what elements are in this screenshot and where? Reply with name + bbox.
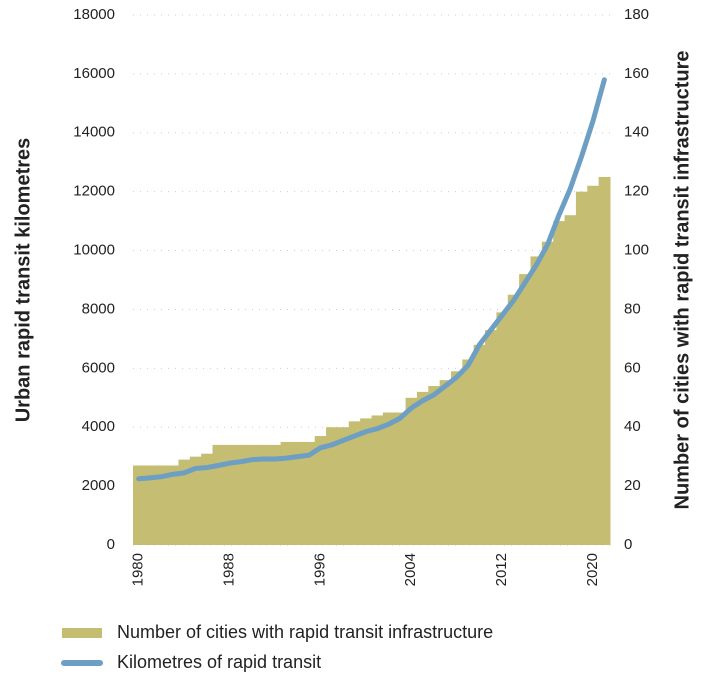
x-tick-label: 2020	[584, 553, 601, 586]
bar	[189, 456, 202, 545]
bar	[337, 427, 350, 545]
bar	[201, 453, 213, 545]
bar	[519, 274, 531, 545]
bar	[553, 221, 566, 545]
bar	[360, 418, 372, 545]
x-tick-label: 2004	[402, 553, 419, 586]
bar	[394, 412, 407, 545]
bar	[575, 191, 588, 545]
bar	[292, 441, 304, 545]
y-tick-label: 16000	[73, 65, 115, 82]
bar	[496, 312, 509, 545]
bar	[155, 465, 168, 545]
y-tick-label: 0	[107, 536, 115, 553]
y2-tick-label: 60	[624, 359, 641, 376]
bar	[405, 397, 418, 545]
bar	[133, 465, 145, 545]
bar	[371, 415, 384, 545]
bar	[564, 215, 577, 545]
bar	[462, 359, 475, 545]
x-tick-label: 1980	[130, 553, 147, 586]
y2-tick-label: 80	[624, 300, 641, 317]
bar	[178, 459, 191, 545]
y-tick-label: 14000	[73, 124, 115, 141]
bar	[473, 344, 486, 545]
y2-axis-title: Number of cities with rapid transit infr…	[671, 51, 693, 510]
x-tick-label: 1996	[311, 553, 328, 586]
y2-tick-label: 0	[624, 536, 632, 553]
y-tick-label: 10000	[73, 242, 115, 259]
bar	[212, 444, 225, 545]
bar	[269, 444, 282, 545]
bar	[314, 436, 327, 545]
x-tick-label: 1988	[221, 553, 238, 586]
bar	[451, 371, 463, 545]
y-tick-label: 8000	[82, 300, 115, 317]
legend-label: Number of cities with rapid transit infr…	[117, 622, 493, 642]
bar	[348, 421, 361, 545]
y-axis-title: Urban rapid transit kilometres	[12, 138, 34, 423]
bar	[223, 444, 236, 545]
bar	[257, 444, 270, 545]
bar	[167, 465, 179, 545]
line	[136, 77, 607, 482]
bar	[530, 256, 543, 545]
bar	[541, 241, 554, 545]
bar	[416, 391, 429, 545]
y2-tick-label: 180	[624, 6, 649, 23]
y2-tick-label: 100	[624, 242, 649, 259]
bar	[598, 176, 611, 545]
y2-tick-label: 160	[624, 65, 649, 82]
bar	[382, 412, 395, 545]
bar	[507, 294, 520, 545]
bar	[439, 380, 452, 545]
bar	[246, 444, 259, 545]
y-tick-label: 12000	[73, 183, 115, 200]
y-tick-label: 6000	[82, 359, 115, 376]
bar	[303, 441, 316, 545]
bar	[280, 441, 293, 545]
y2-tick-label: 120	[624, 183, 649, 200]
y2-tick-label: 140	[624, 124, 649, 141]
bar	[428, 386, 441, 545]
y-tick-label: 18000	[73, 6, 115, 23]
bar	[485, 330, 497, 545]
y2-tick-label: 40	[624, 418, 641, 435]
y-tick-label: 4000	[82, 418, 115, 435]
bar	[326, 427, 338, 545]
y2-tick-label: 20	[624, 477, 641, 494]
x-tick-label: 2012	[493, 553, 510, 586]
bar	[144, 465, 157, 545]
bar	[235, 444, 248, 545]
y-tick-label: 2000	[82, 477, 115, 494]
bar	[587, 185, 600, 545]
legend-label: Kilometres of rapid transit	[117, 652, 321, 672]
legend-swatch	[62, 628, 102, 638]
